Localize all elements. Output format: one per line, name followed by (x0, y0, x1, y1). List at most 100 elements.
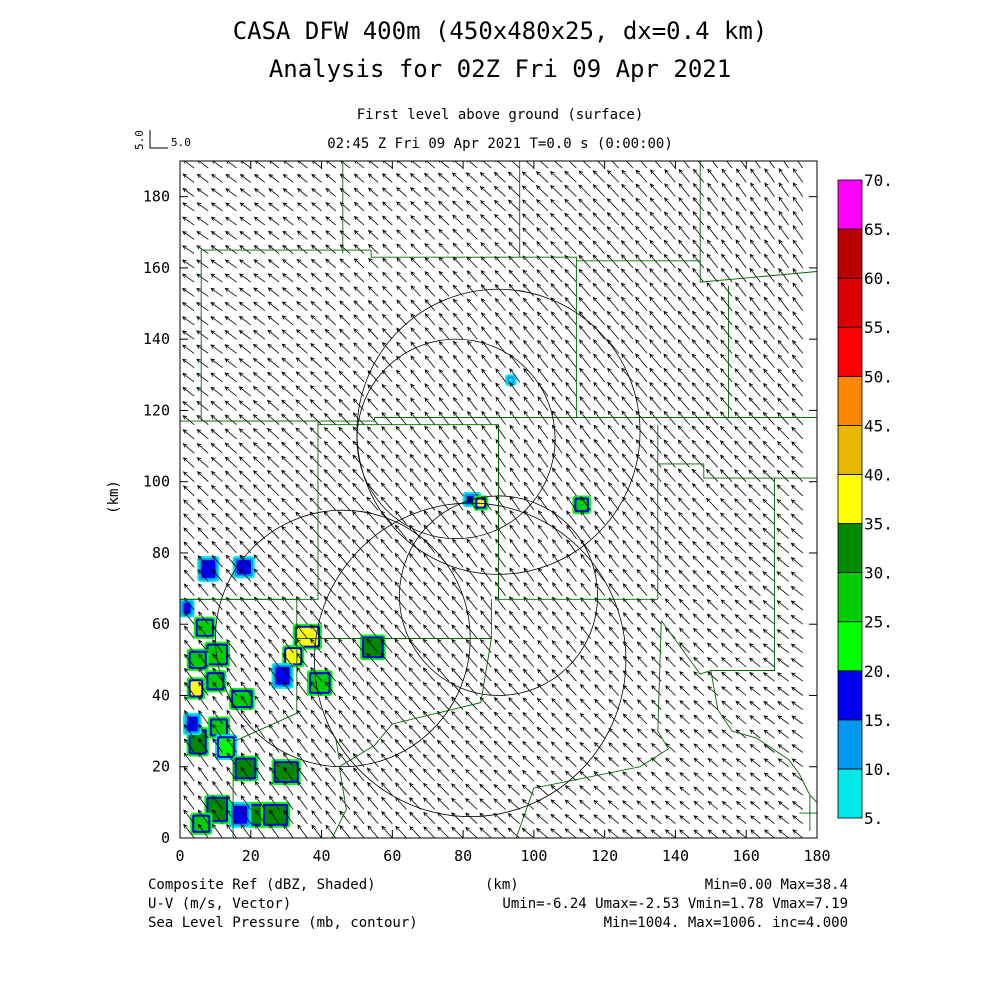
wind-vector (367, 285, 379, 297)
colorbar-label: 40. (864, 465, 893, 484)
wind-vector (707, 700, 719, 710)
wind-vector (776, 469, 789, 482)
wind-vector (777, 786, 789, 796)
wind-vector (707, 829, 719, 838)
wind-vector (452, 312, 464, 326)
wind-vector (408, 696, 421, 710)
wind-vector (636, 568, 648, 582)
wind-vector (394, 767, 407, 782)
wind-vector (494, 255, 506, 269)
wind-vector (337, 496, 351, 511)
footer-pressure-range: Min=1004. Max=1006. inc=4.000 (603, 915, 848, 931)
wind-vector (240, 723, 252, 739)
wind-vector (452, 382, 464, 397)
wind-vector (338, 724, 351, 739)
county-line-17 (515, 620, 670, 838)
wind-vector (664, 511, 676, 525)
wind-vector (467, 396, 478, 411)
wind-vector (593, 367, 606, 383)
wind-vector (323, 426, 336, 440)
wind-vector (465, 624, 478, 639)
wind-vector (337, 482, 351, 497)
wind-vector (281, 567, 294, 582)
wind-vector (422, 710, 436, 725)
wind-vector (495, 510, 506, 525)
colorbar-swatch-8 (837, 375, 863, 426)
wind-vector (269, 161, 280, 169)
wind-vector (436, 783, 450, 796)
wind-vector (565, 467, 577, 482)
wind-vector (777, 397, 789, 411)
wind-vector (323, 440, 336, 454)
wind-vector (537, 424, 549, 440)
wind-vector (381, 454, 393, 468)
wind-vector (180, 580, 181, 582)
wind-vector (663, 468, 676, 482)
wind-vector (297, 795, 308, 810)
colorbar-swatch-4 (837, 572, 863, 623)
wind-vector (180, 737, 181, 739)
wind-vector (494, 283, 506, 297)
wind-vector (254, 723, 266, 739)
wind-vector (550, 170, 563, 183)
wind-vector (763, 267, 775, 283)
wind-vector (777, 339, 790, 354)
wind-vector (792, 339, 804, 354)
wind-vector (296, 709, 308, 725)
wind-vector (338, 652, 351, 668)
wind-vector (776, 513, 789, 525)
wind-vector (665, 757, 676, 767)
wind-vector (607, 785, 620, 796)
wind-vector (466, 228, 478, 240)
wind-vector (664, 197, 676, 212)
wind-vector (351, 524, 365, 539)
wind-vector (295, 315, 308, 326)
wind-vector (395, 496, 407, 511)
wind-vector (707, 182, 719, 197)
wind-vector (181, 330, 195, 340)
wind-vector (380, 581, 393, 596)
wind-vector (268, 173, 280, 183)
wind-vector (239, 526, 252, 539)
wind-vector (635, 353, 648, 368)
wind-vector (552, 582, 563, 596)
wind-vector (778, 196, 790, 212)
wind-vector (198, 681, 209, 696)
wind-vector (410, 285, 421, 297)
wind-vector (366, 496, 379, 511)
wind-vector (338, 398, 351, 411)
wind-vector (677, 439, 690, 454)
wind-vector (494, 639, 506, 653)
wind-vector (268, 752, 280, 767)
wind-vector (352, 695, 365, 710)
wind-vector (691, 468, 705, 482)
wind-vector (182, 415, 195, 426)
wind-vector (536, 726, 549, 739)
wind-vector (253, 540, 266, 554)
wind-vector (663, 267, 676, 283)
wind-vector (608, 554, 620, 568)
wind-vector (226, 667, 237, 682)
wind-vector (565, 367, 577, 383)
wind-vector (295, 441, 308, 454)
footer-wind-label: U-V (m/s, Vector) (148, 896, 292, 912)
wind-vector (281, 582, 294, 596)
reflectivity-cell-2 (197, 620, 212, 635)
wind-vector (226, 823, 237, 838)
wind-vector (325, 258, 336, 269)
wind-vector (394, 638, 407, 653)
wind-vector (267, 315, 280, 326)
wind-vector (776, 556, 789, 568)
wind-vector (324, 752, 337, 767)
wind-vector (310, 666, 322, 682)
wind-vector (764, 168, 775, 183)
wind-vector (183, 541, 195, 554)
wind-vector (451, 172, 464, 183)
wind-vector (636, 713, 648, 725)
wind-vector (607, 353, 620, 368)
y-tick-label: 80 (152, 544, 170, 562)
wind-vector (790, 513, 804, 525)
wind-vector (749, 786, 761, 796)
wind-vector (212, 795, 223, 810)
wind-vector (636, 612, 648, 625)
